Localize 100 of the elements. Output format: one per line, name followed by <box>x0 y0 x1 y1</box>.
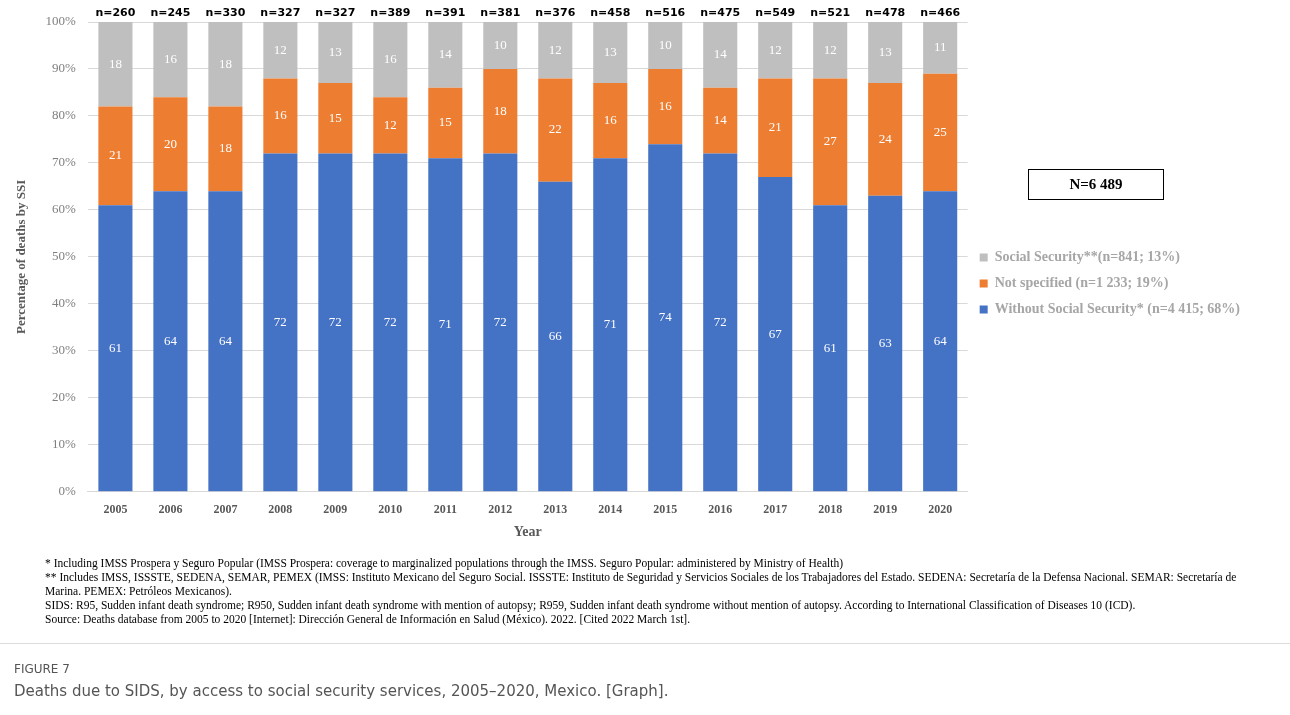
annotation: n=389 <box>370 6 411 20</box>
x-tick-label: 2012 <box>488 502 513 517</box>
bar <box>318 22 353 84</box>
bar <box>153 97 188 192</box>
data-label: 27 <box>823 133 838 149</box>
y-tick-label: 100% <box>45 13 77 29</box>
bar <box>538 181 573 492</box>
bar <box>538 22 573 79</box>
text: Deaths due to SIDS, by access to social security services, 2005–2020, Mexico. [Graph]. <box>14 682 670 700</box>
annotation: n=327 <box>260 6 301 20</box>
bar <box>593 158 628 492</box>
source-note: Source: Deaths database from 2005 to 2020 [Internet]: Dirección General de Información en Salud (México). 2022. [Cited 2022 March 1st]. <box>45 612 692 626</box>
bar <box>373 22 408 98</box>
data-label: 72 <box>383 313 397 329</box>
data-label: 72 <box>493 313 507 329</box>
bar <box>923 22 958 74</box>
annotation: n=466 <box>920 6 961 20</box>
y-axis-title: Percentage of deaths by SSI <box>13 179 29 335</box>
data-label: 21 <box>768 119 782 135</box>
data-label: 64 <box>218 332 233 348</box>
bar <box>318 83 353 154</box>
data-label: 18 <box>108 55 122 71</box>
annotation: n=475 <box>700 6 741 20</box>
data-label: 13 <box>328 43 342 59</box>
data-label: 14 <box>438 46 453 62</box>
data-label: 12 <box>768 41 782 57</box>
data-label: 15 <box>328 109 342 125</box>
data-label: 25 <box>933 123 947 139</box>
bar <box>483 22 518 69</box>
bar <box>923 73 958 192</box>
bar <box>648 144 683 492</box>
text: N=6 489 <box>1028 169 1164 200</box>
data-label: 61 <box>823 339 837 355</box>
x-tick-label: 2009 <box>323 502 348 517</box>
annotation: n=260 <box>95 6 136 20</box>
data-label: 16 <box>163 51 178 67</box>
data-label: 16 <box>658 97 673 113</box>
annotation: n=521 <box>810 6 851 20</box>
data-label: 21 <box>108 147 122 163</box>
bar <box>868 22 903 84</box>
y-tick-label: 30% <box>52 342 77 358</box>
y-tick-label: 0% <box>58 483 77 499</box>
data-label: 16 <box>603 112 618 128</box>
data-label: 15 <box>438 114 452 130</box>
bar <box>758 22 793 79</box>
data-label: 16 <box>383 51 398 67</box>
bar <box>318 153 353 492</box>
bar <box>923 191 958 492</box>
annotation: n=376 <box>535 6 576 20</box>
annotation: n=381 <box>480 6 521 20</box>
bar <box>428 158 463 492</box>
data-label: 72 <box>273 313 287 329</box>
data-label: 12 <box>383 116 397 132</box>
annotation: n=245 <box>150 6 191 20</box>
y-tick-label: 80% <box>52 107 77 123</box>
y-tick-label: 40% <box>52 295 77 311</box>
bar <box>263 22 298 79</box>
bar <box>758 177 793 492</box>
x-tick-label: 2020 <box>928 502 953 517</box>
bar <box>703 153 738 492</box>
x-tick-label: 2017 <box>763 502 788 517</box>
data-label: 64 <box>163 332 178 348</box>
legend-label: Social Security**(n=841; 13%) <box>994 249 1181 266</box>
bar <box>263 78 298 154</box>
bar <box>703 87 738 154</box>
bar <box>483 68 518 154</box>
annotation: n=516 <box>645 6 686 20</box>
x-tick-label: 2010 <box>378 502 403 517</box>
data-label: 14 <box>713 46 728 62</box>
bar <box>813 78 848 206</box>
bar <box>758 78 793 178</box>
y-tick-label: 20% <box>52 389 77 405</box>
data-label: 10 <box>658 36 672 52</box>
bar <box>263 153 298 492</box>
data-label: 10 <box>493 36 507 52</box>
bar <box>648 68 683 145</box>
data-label: 13 <box>603 43 617 59</box>
bar <box>208 191 243 492</box>
y-tick-label: 50% <box>52 248 77 264</box>
text: ** Includes IMSS, ISSSTE, SEDENA, SEMAR, PEMEX (IMSS: Instituto Mexicano del Seguro Social. ISSSTE: Instituto de Seguridad y Servicios Sociales de los Trabajadores del Estado. SEDENA: Secretaría de la Defensa Nacional. SEMAR: Secretaría de Marina. PEMEX: Petróleos Mexicanos). <box>45 570 1238 598</box>
y-tick-label: 90% <box>52 60 77 76</box>
data-label: 16 <box>273 107 288 123</box>
bar <box>483 153 518 492</box>
annotation: n=330 <box>205 6 246 20</box>
bar <box>98 22 133 107</box>
data-label: 71 <box>438 316 452 332</box>
y-tick-label: 70% <box>52 154 77 170</box>
y-tick-label: 60% <box>52 201 77 217</box>
annotation: n=458 <box>590 6 631 20</box>
bar <box>538 78 573 182</box>
data-label: 72 <box>328 313 342 329</box>
data-label: 61 <box>108 339 122 355</box>
bar <box>428 87 463 159</box>
bar <box>208 106 243 192</box>
x-axis-title: Year <box>513 524 542 540</box>
x-tick-label: 2005 <box>103 502 128 517</box>
x-tick-label: 2011 <box>433 502 457 517</box>
data-label: 71 <box>603 316 617 332</box>
data-label: 12 <box>273 41 287 57</box>
annotation: n=478 <box>865 6 906 20</box>
